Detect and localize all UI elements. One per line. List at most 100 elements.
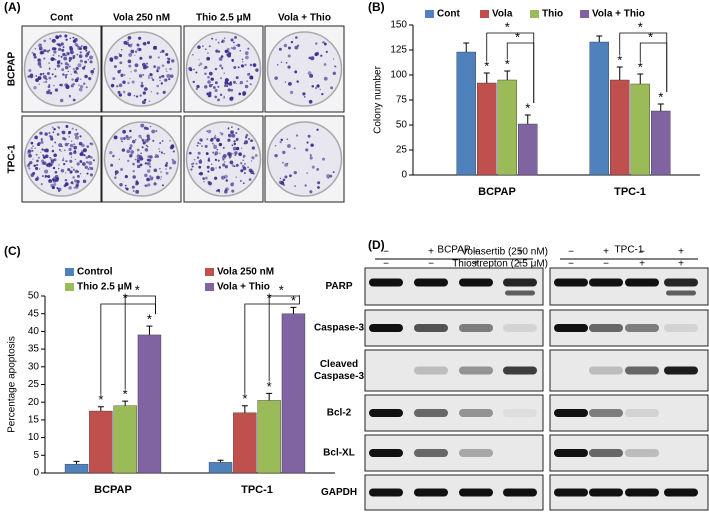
colony	[158, 150, 161, 153]
colony	[321, 92, 324, 96]
colony	[217, 50, 221, 53]
error-bar	[73, 460, 80, 465]
colony	[124, 175, 128, 179]
colony	[147, 66, 149, 68]
significance-bracket	[639, 42, 668, 92]
colony	[235, 138, 239, 142]
bar	[589, 41, 609, 176]
colony	[69, 143, 74, 148]
colony	[50, 158, 53, 161]
colony	[54, 170, 58, 174]
colony	[139, 163, 143, 167]
band	[589, 324, 623, 332]
legend-label: Vola 250 nM	[217, 267, 274, 278]
colony	[294, 70, 298, 74]
error-bar	[217, 459, 224, 463]
colony	[226, 84, 229, 88]
colony	[134, 158, 137, 161]
colony	[114, 173, 117, 176]
colony	[146, 134, 150, 138]
column-label: Vola + Thio	[278, 13, 331, 24]
colony	[217, 98, 220, 102]
colony	[242, 166, 247, 171]
colony	[329, 174, 333, 178]
treatment-sign: −	[428, 259, 434, 270]
colony	[160, 75, 163, 77]
colony	[132, 170, 135, 173]
colony	[57, 189, 61, 193]
colony	[61, 48, 65, 52]
colony	[29, 74, 34, 79]
colony	[188, 66, 192, 71]
band	[459, 409, 493, 417]
colony	[217, 159, 220, 162]
protein-label: Cleaved	[320, 359, 358, 370]
colony	[68, 136, 70, 138]
colony	[237, 66, 240, 69]
legend-label: Thio 2.5 μM	[77, 282, 132, 293]
colony	[28, 68, 32, 73]
colony	[148, 76, 151, 79]
band	[625, 366, 659, 375]
colony	[53, 153, 57, 158]
colony	[54, 68, 57, 70]
colony	[153, 168, 158, 173]
colony	[240, 147, 243, 150]
colony	[143, 64, 148, 69]
colony	[244, 63, 247, 67]
colony	[79, 78, 82, 80]
colony	[147, 183, 151, 187]
colony	[221, 155, 226, 160]
protein-label: PARP	[325, 281, 352, 292]
colony	[206, 56, 211, 61]
colony	[220, 77, 223, 80]
colony	[34, 177, 39, 182]
row-label: TPC-1	[7, 144, 18, 173]
band	[664, 366, 698, 375]
protein-label: Bcl-XL	[323, 448, 355, 459]
colony	[234, 154, 237, 157]
colony	[231, 164, 235, 167]
colony	[310, 143, 314, 147]
band	[503, 324, 537, 332]
colony	[74, 150, 77, 153]
error-bar	[596, 35, 603, 42]
colony	[243, 172, 246, 175]
colony	[172, 160, 177, 165]
colony	[76, 174, 80, 178]
error-bar	[616, 66, 623, 80]
colony	[51, 185, 55, 190]
colony	[188, 151, 192, 155]
band	[589, 278, 623, 287]
colony	[47, 174, 51, 179]
error-bar	[504, 70, 511, 80]
colony	[130, 71, 132, 73]
colony	[118, 83, 123, 88]
colony	[56, 64, 61, 68]
treatment-sign: +	[678, 247, 684, 258]
colony	[52, 166, 56, 170]
treatment-sign: −	[568, 259, 574, 270]
colony	[224, 165, 228, 169]
band	[503, 488, 537, 497]
colony	[118, 158, 120, 160]
colony	[51, 149, 55, 153]
colony	[287, 65, 291, 69]
colony	[192, 80, 195, 84]
colony	[161, 49, 165, 53]
colony	[332, 71, 336, 75]
colony	[64, 62, 69, 66]
colony	[159, 167, 161, 170]
colony	[287, 144, 291, 148]
colony	[57, 167, 60, 170]
colony	[84, 60, 88, 64]
colony	[196, 156, 200, 159]
colony	[232, 41, 235, 44]
colony	[211, 142, 214, 145]
y-tick-label: 100	[390, 70, 407, 81]
colony	[242, 156, 245, 158]
colony	[306, 172, 308, 174]
treatment-sign: +	[678, 259, 684, 270]
colony	[195, 71, 198, 74]
